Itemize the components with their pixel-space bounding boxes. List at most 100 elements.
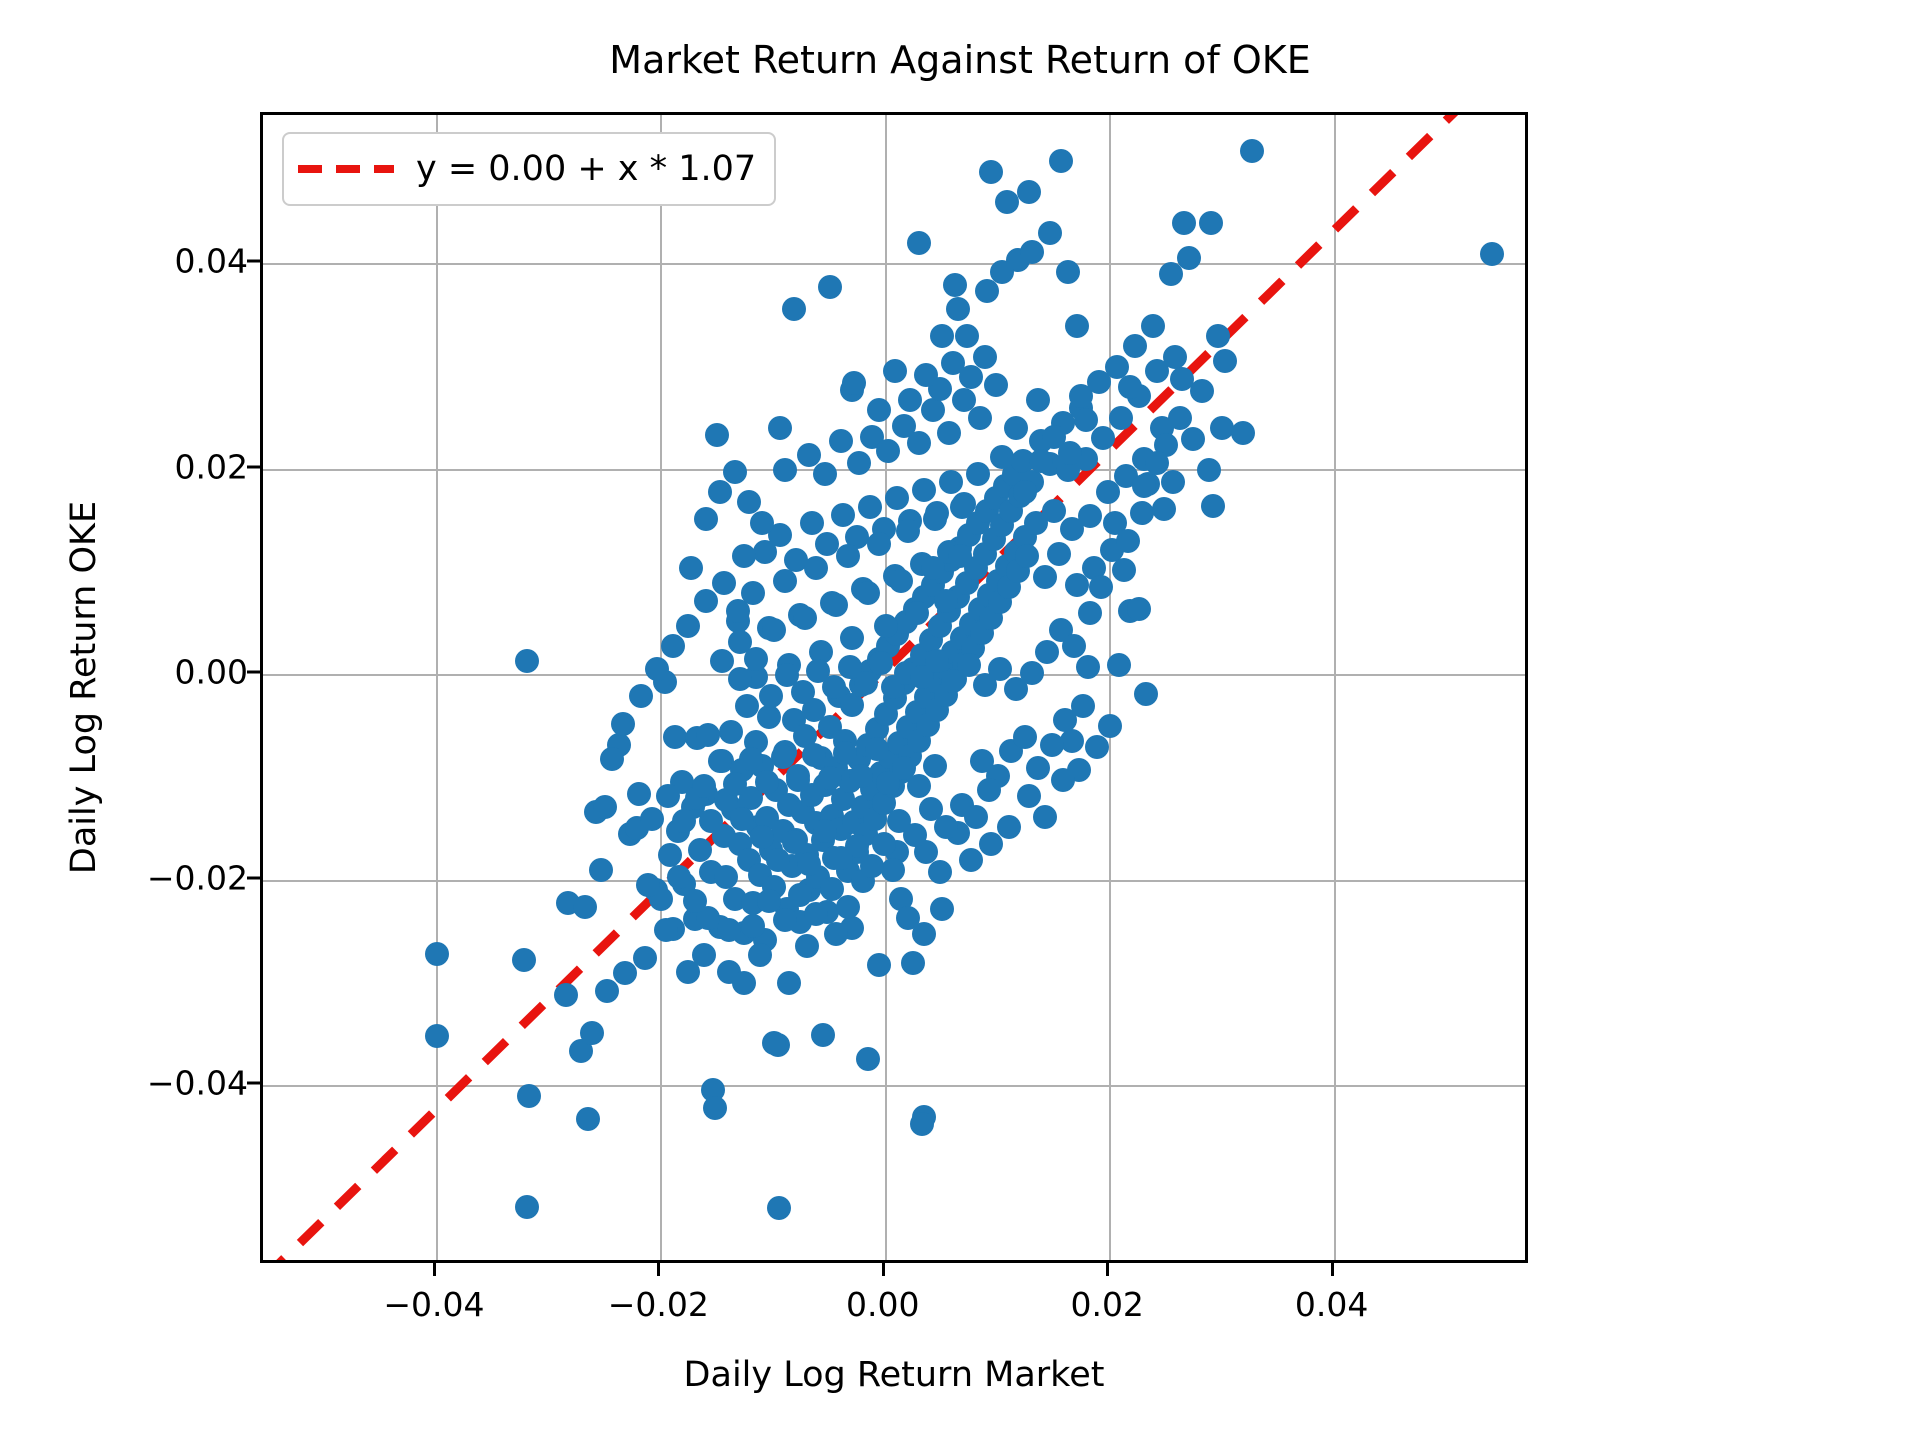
- scatter-point: [718, 719, 743, 744]
- y-axis-tick-label: 0.04: [174, 241, 248, 281]
- scatter-point: [835, 895, 860, 920]
- scatter-point: [1089, 574, 1114, 599]
- scatter-point: [1075, 654, 1100, 679]
- y-axis-label: Daily Log Return OKE: [64, 500, 104, 875]
- x-axis-tick-label: −0.04: [383, 1285, 485, 1324]
- scatter-point: [867, 531, 892, 556]
- scatter-point: [1060, 728, 1085, 753]
- gridline-horizontal: [263, 468, 1525, 471]
- scatter-point: [945, 297, 970, 322]
- scatter-point: [828, 846, 853, 870]
- scatter-point: [595, 978, 620, 1003]
- scatter-point: [741, 580, 766, 605]
- scatter-point: [1190, 379, 1215, 404]
- scatter-point: [864, 737, 889, 762]
- scatter-point: [1111, 558, 1136, 583]
- scatter-point: [840, 626, 865, 651]
- scatter-point: [678, 556, 703, 581]
- x-axis-tick-label: 0.04: [1294, 1285, 1369, 1324]
- scatter-point: [716, 917, 741, 942]
- scatter-point: [599, 747, 624, 772]
- scatter-point: [817, 274, 842, 299]
- scatter-point: [714, 864, 739, 889]
- scatter-point: [947, 543, 972, 568]
- scatter-point: [1181, 426, 1206, 451]
- scatter-point: [772, 568, 797, 593]
- scatter-point: [1107, 652, 1132, 677]
- scatter-point: [707, 749, 732, 774]
- scatter-point: [1161, 469, 1186, 494]
- scatter-point: [1167, 406, 1192, 431]
- scatter-point: [691, 774, 716, 799]
- scatter-point: [705, 422, 730, 447]
- scatter-point: [576, 1107, 601, 1132]
- scatter-point: [869, 650, 894, 675]
- scatter-point: [1026, 755, 1051, 780]
- x-axis-tick-mark: [432, 1263, 436, 1276]
- scatter-point: [1122, 334, 1147, 359]
- scatter-point: [573, 895, 598, 920]
- scatter-point: [1035, 640, 1060, 665]
- scatter-point: [936, 420, 961, 445]
- scatter-point: [1057, 441, 1082, 466]
- scatter-point: [660, 634, 685, 659]
- regression-line-svg: [276, 115, 1459, 1260]
- scatter-point: [644, 656, 669, 681]
- x-axis-tick-label: 0.02: [1070, 1285, 1144, 1324]
- scatter-point: [725, 599, 750, 624]
- scatter-point: [1046, 541, 1071, 566]
- scatter-point: [694, 506, 719, 531]
- scatter-point: [882, 358, 907, 383]
- scatter-point: [712, 570, 737, 595]
- x-axis-tick-mark: [1106, 1263, 1110, 1276]
- scatter-point: [667, 864, 692, 889]
- scatter-point: [880, 858, 905, 883]
- scatter-point: [1033, 565, 1058, 590]
- scatter-point: [876, 439, 901, 464]
- scatter-point: [855, 580, 880, 605]
- scatter-point: [772, 457, 797, 482]
- regression-line: [276, 115, 1459, 1260]
- scatter-point: [824, 922, 849, 947]
- scatter-point: [831, 502, 856, 527]
- scatter-point: [907, 231, 932, 256]
- scatter-point: [1158, 262, 1183, 287]
- scatter-point: [424, 1023, 449, 1048]
- scatter-point: [804, 556, 829, 581]
- y-axis-tick-mark: [247, 1081, 260, 1085]
- scatter-point: [1084, 735, 1109, 760]
- scatter-point: [855, 1047, 880, 1072]
- scatter-point: [909, 1112, 934, 1137]
- scatter-point: [837, 654, 862, 679]
- scatter-point: [683, 889, 708, 914]
- scatter-point: [662, 724, 687, 749]
- y-axis-tick-mark: [247, 259, 260, 263]
- scatter-point: [1212, 348, 1237, 373]
- scatter-point: [911, 922, 936, 947]
- scatter-point: [842, 371, 867, 396]
- scatter-point: [835, 543, 860, 568]
- chart-title: Market Return Against Return of OKE: [609, 38, 1311, 82]
- scatter-point: [514, 1195, 539, 1220]
- scatter-point: [974, 278, 999, 303]
- scatter-point: [1131, 473, 1156, 498]
- scatter-point: [1048, 149, 1073, 174]
- scatter-point: [770, 745, 795, 770]
- scatter-point: [1073, 408, 1098, 433]
- scatter-point: [514, 648, 539, 673]
- scatter-point: [1127, 597, 1152, 622]
- scatter-point: [990, 260, 1015, 285]
- scatter-point: [965, 461, 990, 486]
- legend: y = 0.00 + x * 1.07: [282, 132, 777, 206]
- scatter-point: [632, 945, 657, 970]
- scatter-point: [759, 683, 784, 708]
- scatter-point: [707, 480, 732, 505]
- scatter-point: [846, 451, 871, 476]
- scatter-point: [732, 543, 757, 568]
- scatter-point: [824, 593, 849, 618]
- scatter-point: [761, 1030, 786, 1055]
- scatter-point: [1104, 354, 1129, 379]
- scatter-point: [653, 917, 678, 942]
- scatter-point: [900, 950, 925, 975]
